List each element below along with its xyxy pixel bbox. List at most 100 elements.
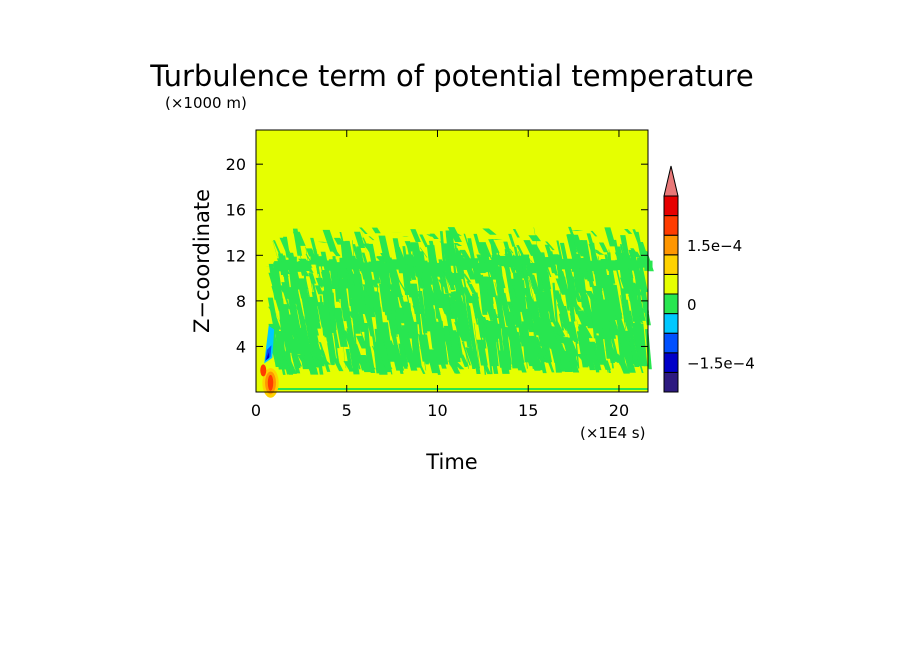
- colorbar-swatch: [663, 332, 679, 354]
- colorbar-swatch: [663, 215, 679, 236]
- contour-cell: [502, 340, 512, 368]
- y-axis-label: Z−coordinate: [190, 189, 214, 333]
- contour-cell: [349, 298, 361, 334]
- contour-cell: [482, 228, 497, 235]
- contour-cell: [552, 321, 566, 337]
- contour-cell: [532, 359, 545, 371]
- colorbar-swatch: [663, 293, 679, 315]
- contour-cell: [284, 356, 297, 374]
- contour-cell: [637, 257, 646, 268]
- contour-cell: [361, 262, 370, 274]
- contour-cell: [289, 319, 302, 354]
- contour-cell: [533, 227, 538, 248]
- contour-cell: [290, 296, 299, 311]
- contour-cell: [520, 254, 530, 265]
- contour-cell: [454, 300, 467, 337]
- contour-cell: [560, 322, 568, 331]
- contour-cell: [260, 364, 267, 377]
- contour-cell: [520, 254, 532, 300]
- contour-cell: [377, 321, 383, 354]
- colorbar-extension: [663, 165, 679, 197]
- colorbar-tick-label: 0: [687, 296, 697, 314]
- contour-cell: [421, 314, 429, 326]
- contour-cell: [584, 309, 594, 323]
- contour-cell: [470, 258, 479, 269]
- contour-cell: [560, 351, 573, 372]
- contour-cell: [574, 291, 582, 302]
- contour-cell: [471, 293, 478, 319]
- contour-cell: [492, 339, 498, 365]
- contour-cell: [542, 257, 551, 268]
- colorbar-tick-label: 1.5e−4: [687, 237, 742, 255]
- contour-cell: [539, 287, 550, 320]
- contour-cell: [530, 264, 538, 302]
- contour-cell: [578, 324, 593, 339]
- contour-cell: [546, 265, 552, 278]
- contour-cell: [515, 302, 525, 347]
- contour-cell: [310, 274, 319, 307]
- contour-cell: [572, 345, 578, 367]
- contour-cell: [503, 241, 511, 253]
- contour-cell: [417, 277, 425, 323]
- contour-cell: [514, 348, 527, 373]
- contour-cell: [439, 320, 449, 365]
- contour-cell: [461, 341, 471, 366]
- contour-cell: [357, 320, 365, 344]
- contour-cell: [292, 231, 306, 246]
- contour-cell: [495, 269, 506, 289]
- contour-cell: [470, 295, 479, 325]
- contour-cell: [453, 362, 465, 370]
- y-tick-label: 16: [226, 201, 246, 220]
- contour-cell: [419, 260, 428, 271]
- contour-cell: [470, 334, 481, 375]
- contour-cell: [538, 351, 547, 374]
- contour-cell: [272, 240, 281, 254]
- contour-cell: [326, 319, 337, 362]
- contour-cell: [634, 269, 641, 310]
- contour-cell: [266, 388, 648, 391]
- contour-cell: [535, 255, 544, 266]
- contour-cell: [593, 260, 602, 271]
- x-tick-label: 10: [427, 401, 447, 420]
- contour-cell: [422, 279, 435, 312]
- contour-cell: [267, 374, 274, 391]
- contour-cell: [530, 308, 536, 348]
- chart-title: Turbulence term of potential temperature: [149, 59, 753, 93]
- contour-cell: [413, 289, 420, 297]
- contour-cell: [330, 248, 341, 257]
- contour-cell: [352, 342, 361, 370]
- contour-cell: [371, 227, 381, 234]
- contour-cell: [476, 339, 488, 366]
- contour-cell: [624, 228, 633, 234]
- contour-cell: [310, 254, 319, 265]
- contour-cell: [508, 233, 516, 247]
- contour-cell: [536, 319, 553, 363]
- contour-cell: [486, 260, 494, 304]
- contour-cell: [272, 334, 279, 363]
- contour-cell: [333, 333, 341, 368]
- contour-cell: [331, 353, 340, 369]
- contour-cell: [288, 256, 297, 267]
- contour-cell: [635, 231, 645, 261]
- contour-cell: [416, 333, 424, 341]
- contour-cell: [291, 354, 301, 374]
- contour-cell: [375, 260, 384, 271]
- contour-cell: [636, 314, 644, 323]
- contour-cell: [620, 295, 627, 330]
- y-multiplier-label: (×1000 m): [165, 94, 247, 112]
- contour-cell: [273, 262, 284, 304]
- contour-cell: [281, 286, 291, 310]
- contour-cell: [359, 227, 368, 234]
- contour-cell: [550, 254, 559, 265]
- contour-cell: [481, 248, 491, 257]
- contour-cell: [615, 259, 624, 271]
- contour-cell: [465, 324, 476, 370]
- contour-cell: [317, 241, 329, 243]
- contour-cell: [590, 230, 598, 237]
- contour-cell: [556, 240, 564, 264]
- contour-cell: [629, 260, 639, 271]
- contour-cell: [412, 256, 421, 267]
- plot-frame: [255, 129, 649, 393]
- contour-cell: [621, 346, 636, 373]
